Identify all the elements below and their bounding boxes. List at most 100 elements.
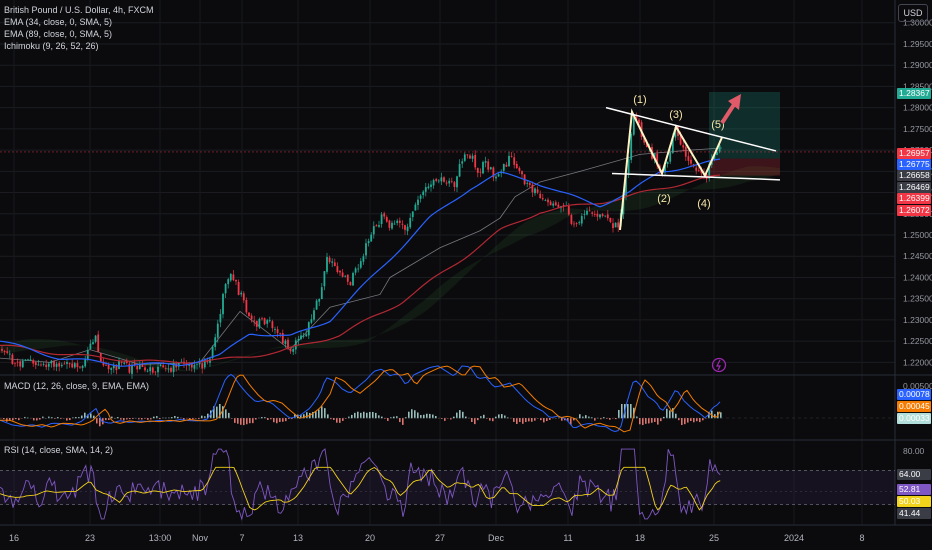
candle-body bbox=[456, 176, 458, 188]
time-tick-label: 13 bbox=[293, 533, 303, 543]
lower-trendline bbox=[611, 172, 781, 181]
macd-histogram-bar bbox=[573, 418, 575, 421]
macd-histogram-bar bbox=[48, 416, 50, 419]
macd-histogram-bar bbox=[195, 418, 197, 419]
macd-histogram-bar bbox=[528, 418, 530, 422]
candle-body bbox=[461, 161, 464, 164]
macd-histogram-bar bbox=[585, 415, 587, 419]
candle-body bbox=[409, 217, 412, 228]
candle-body bbox=[679, 135, 682, 145]
candle-body bbox=[578, 222, 581, 224]
candle-body bbox=[263, 318, 266, 325]
macd-histogram-bar bbox=[339, 418, 341, 423]
candle-body bbox=[336, 266, 339, 272]
candle-body bbox=[419, 195, 422, 199]
candle-body bbox=[443, 177, 445, 182]
candle-body bbox=[344, 275, 347, 277]
macd-histogram-bar bbox=[405, 417, 407, 419]
candle-body bbox=[669, 151, 672, 162]
macd-value-tag: 0.00045 bbox=[897, 401, 931, 412]
candle-body bbox=[27, 359, 29, 361]
rsi-value-tag: 41.44 bbox=[897, 508, 931, 519]
macd-histogram-bar bbox=[129, 418, 131, 420]
candle-body bbox=[331, 261, 334, 263]
macd-histogram-bar bbox=[147, 418, 149, 420]
candle-body bbox=[297, 338, 300, 341]
candle-body bbox=[294, 340, 297, 350]
macd-histogram-bar bbox=[261, 417, 263, 419]
candle-body bbox=[570, 215, 573, 224]
macd-histogram-bar bbox=[594, 418, 596, 421]
candle-body bbox=[305, 334, 308, 337]
time-tick-label: Dec bbox=[488, 533, 505, 543]
macd-histogram-bar bbox=[99, 418, 101, 427]
macd-histogram-bar bbox=[366, 412, 368, 419]
candle-body bbox=[201, 363, 204, 369]
candle-body bbox=[250, 315, 253, 320]
candle-body bbox=[248, 312, 250, 316]
candle-body bbox=[19, 361, 22, 367]
grid-lines bbox=[0, 0, 932, 526]
macd-histogram-bar bbox=[93, 415, 95, 419]
indicator-lines bbox=[0, 151, 895, 367]
macd-histogram-bar bbox=[708, 411, 710, 419]
macd-histogram-bar bbox=[636, 416, 638, 419]
macd-legend[interactable]: MACD (12, 26, close, 9, EMA, EMA) bbox=[4, 380, 149, 392]
rsi-legend[interactable]: RSI (14, close, SMA, 14, 2) bbox=[4, 444, 113, 456]
candle-body bbox=[687, 156, 690, 161]
candle-body bbox=[159, 364, 162, 366]
macd-histogram-bar bbox=[384, 418, 386, 419]
currency-button[interactable]: USD bbox=[898, 4, 928, 22]
candle-body bbox=[383, 213, 386, 217]
candle-body bbox=[219, 313, 222, 323]
candle-body bbox=[255, 320, 258, 327]
candle-body bbox=[401, 223, 404, 225]
candle-body bbox=[497, 174, 500, 177]
price-tick-label: 1.27500 bbox=[903, 124, 932, 134]
price-tick-label: 1.25000 bbox=[903, 230, 932, 240]
candle-body bbox=[107, 364, 110, 370]
chart-legend: British Pound / U.S. Dollar, 4h, FXCM EM… bbox=[4, 4, 154, 52]
price-tick-label: 1.22000 bbox=[903, 357, 932, 367]
candle-body bbox=[110, 368, 113, 370]
macd-histogram-bar bbox=[444, 418, 446, 421]
macd-histogram-bar bbox=[222, 406, 224, 419]
candle-body bbox=[193, 364, 196, 369]
candle-body bbox=[492, 167, 495, 178]
indicator-ema89[interactable]: EMA (89, close, 0, SMA, 5) bbox=[4, 29, 113, 39]
candle-body bbox=[346, 274, 349, 282]
indicator-ichimoku[interactable]: Ichimoku (9, 26, 52, 26) bbox=[4, 41, 99, 51]
macd-histogram-bar bbox=[465, 416, 467, 419]
alert-icon[interactable] bbox=[711, 357, 727, 373]
macd-histogram-bar bbox=[351, 414, 353, 419]
candle-body bbox=[289, 349, 292, 352]
candle-body bbox=[575, 223, 578, 224]
candle-body bbox=[302, 335, 305, 337]
candle-body bbox=[245, 299, 248, 313]
candle-body bbox=[437, 180, 440, 182]
candle-body bbox=[164, 367, 167, 369]
macd-histogram-bar bbox=[549, 418, 551, 420]
macd-histogram-bar bbox=[480, 416, 482, 419]
macd-tick-label: 0.00500 bbox=[903, 381, 932, 391]
macd-pane bbox=[0, 365, 895, 433]
macd-histogram-bar bbox=[489, 418, 491, 421]
macd-histogram-bar bbox=[279, 418, 281, 423]
macd-histogram-bar bbox=[324, 408, 326, 419]
macd-histogram-bar bbox=[108, 418, 110, 420]
candle-body bbox=[664, 164, 666, 173]
candle-body bbox=[287, 339, 289, 350]
candle-body bbox=[14, 362, 16, 364]
rsi-value-tag: 64.00 bbox=[897, 469, 931, 480]
candle-body bbox=[232, 274, 235, 281]
macd-histogram-bar bbox=[615, 418, 617, 420]
candle-body bbox=[495, 176, 497, 179]
candle-body bbox=[315, 300, 318, 310]
candle-body bbox=[690, 159, 692, 164]
indicator-ema34[interactable]: EMA (34, close, 0, SMA, 5) bbox=[4, 17, 113, 27]
candle-body bbox=[115, 364, 118, 371]
candle-body bbox=[214, 337, 217, 347]
macd-histogram-bar bbox=[495, 416, 497, 419]
macd-histogram-bar bbox=[540, 418, 542, 421]
